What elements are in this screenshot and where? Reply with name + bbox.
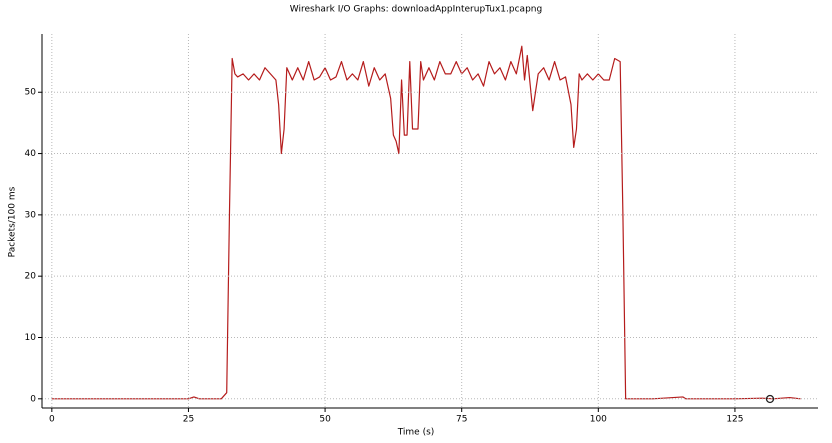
chart-title: Wireshark I/O Graphs: downloadAppInterup… [290, 5, 542, 15]
cursor-marker [765, 394, 775, 404]
y-tick-label: 20 [25, 272, 37, 282]
x-tick-label: 25 [183, 415, 194, 425]
x-tick-label: 50 [319, 415, 331, 425]
y-tick-label: 0 [30, 394, 36, 404]
y-tick-label: 40 [25, 149, 37, 159]
y-tick-label: 10 [25, 333, 37, 343]
y-tick-label: 50 [25, 88, 37, 98]
x-tick-label: 125 [726, 415, 743, 425]
x-axis-label: Time (s) [397, 428, 435, 438]
x-tick-label: 0 [49, 415, 55, 425]
x-tick-label: 100 [590, 415, 607, 425]
data-line [51, 45, 801, 400]
y-axis-label: Packets/100 ms [8, 186, 18, 257]
x-tick-label: 75 [456, 415, 467, 425]
y-tick-label: 30 [25, 210, 37, 220]
